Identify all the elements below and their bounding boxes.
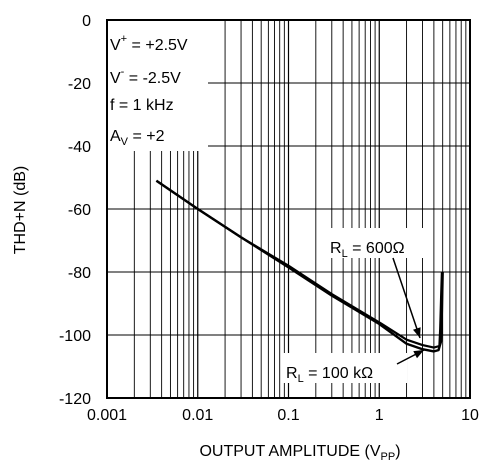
annotation-arrow-head bbox=[413, 327, 421, 338]
x-tick-label: 0.001 bbox=[87, 407, 127, 424]
conditions-bg bbox=[108, 21, 208, 151]
x-tick-label: 1 bbox=[375, 407, 384, 424]
y-tick-label: -80 bbox=[68, 265, 91, 282]
y-axis-ticks: 0 -20 -40 -60 -80 -100 -120 bbox=[59, 13, 91, 408]
x-axis-label: OUTPUT AMPLITUDE (VPP) bbox=[199, 443, 400, 463]
x-axis-ticks: 0.001 0.01 0.1 1 10 bbox=[87, 407, 479, 424]
series-annotations: RL = 600Ω RL = 100 kΩ bbox=[282, 228, 431, 385]
condition-text: V+ = +2.5V bbox=[110, 33, 188, 54]
annotation-bg bbox=[282, 353, 407, 383]
series-line-2 bbox=[155, 179, 444, 353]
y-tick-label: -40 bbox=[68, 139, 91, 156]
condition-text: f = 1 kHz bbox=[110, 97, 174, 114]
y-tick-label: 0 bbox=[82, 13, 91, 30]
series-lines bbox=[155, 179, 444, 353]
series-label-2: RL = 100 kΩ bbox=[286, 365, 373, 385]
condition-text: V- = -2.5V bbox=[110, 66, 181, 87]
x-tick-label: 10 bbox=[461, 407, 479, 424]
series-line-1 bbox=[155, 179, 443, 349]
plot-frame bbox=[106, 19, 471, 399]
y-tick-label: -20 bbox=[68, 76, 91, 93]
annotation-arrow-line bbox=[392, 257, 421, 339]
conditions-box: V+ = +2.5V V- = -2.5V f = 1 kHz AV = +2 bbox=[108, 21, 208, 151]
x-tick-label: 0.01 bbox=[182, 407, 213, 424]
x-tick-label: 0.1 bbox=[277, 407, 299, 424]
series-label-1: RL = 600Ω bbox=[330, 240, 405, 260]
condition-text: AV = +2 bbox=[110, 128, 165, 148]
y-tick-label: -60 bbox=[68, 202, 91, 219]
annotation-arrow-head bbox=[413, 350, 424, 359]
y-tick-label: -100 bbox=[59, 328, 91, 345]
y-tick-label: -120 bbox=[59, 391, 91, 408]
y-axis-label: THD+N (dB) bbox=[12, 166, 29, 254]
annotation-bg bbox=[326, 228, 431, 258]
